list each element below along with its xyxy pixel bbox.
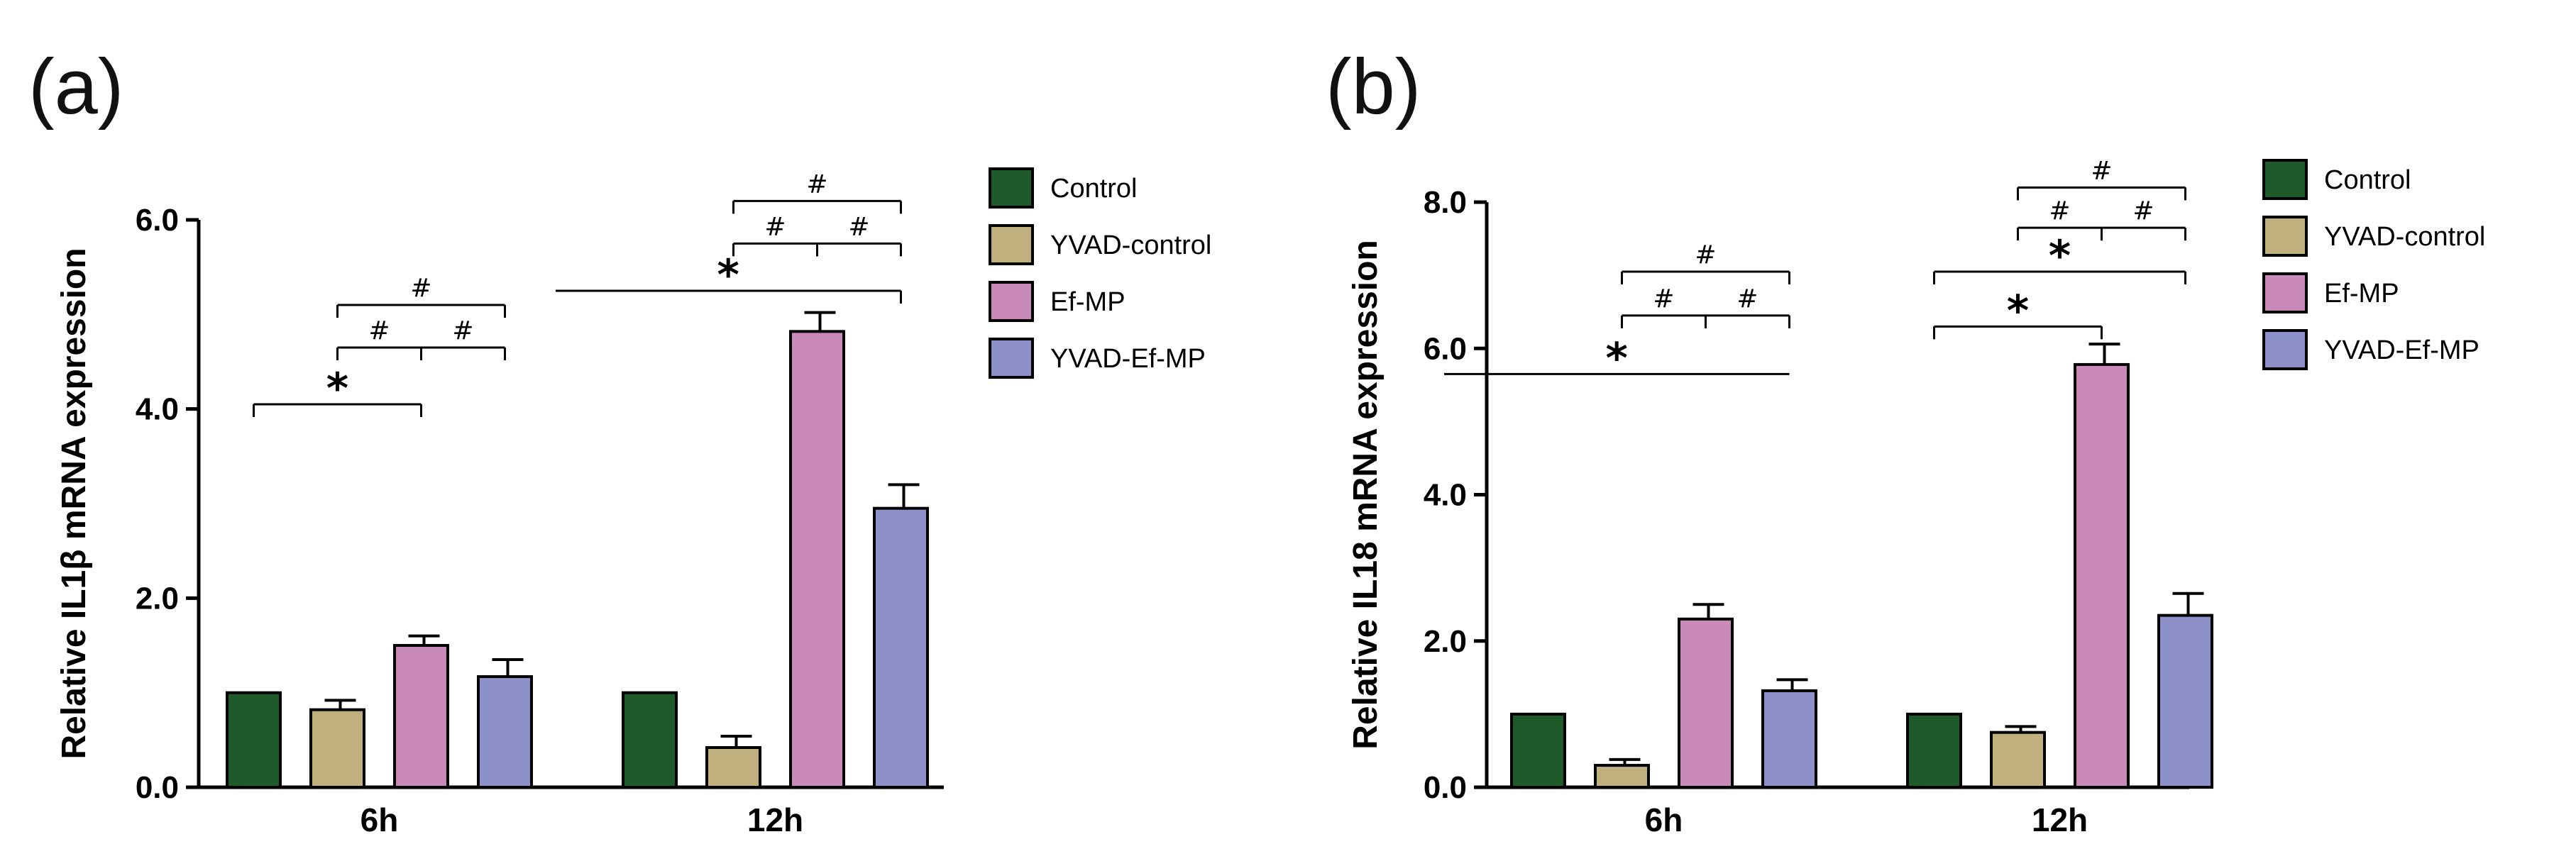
bar-yvad-ef-mp <box>477 675 533 789</box>
bar-ef-mp <box>2074 362 2130 789</box>
panel-letter: (a) <box>28 43 123 131</box>
chart-panel-b: (b) 0.0 2.0 4.0 6.0 8.0 Relative IL18 mRNA exp… <box>1326 43 2485 838</box>
legend-label: YVAD-control <box>1050 231 1211 260</box>
bar-yvad-control <box>705 746 761 789</box>
y-tick-label: 6.0 <box>1424 331 1467 366</box>
bar-control <box>622 691 678 789</box>
bar-yvad-ef-mp <box>873 506 929 789</box>
significance-star: * <box>2007 286 2029 335</box>
significance-hash: # <box>452 316 473 345</box>
legend-label: Control <box>1050 174 1138 204</box>
bar-control <box>1906 712 1962 789</box>
significance-hash: # <box>2049 196 2070 226</box>
legend-label: YVAD-Ef-MP <box>1050 344 1206 374</box>
bar-ef-mp <box>393 644 449 789</box>
x-category-label: 12h <box>2032 801 2088 838</box>
bar-yvad-ef-mp <box>1761 689 1817 789</box>
legend-swatch <box>989 338 1034 379</box>
significance-hash: # <box>2132 196 2154 226</box>
bar-ef-mp <box>1678 617 1734 789</box>
significance-star: * <box>326 364 348 413</box>
y-tick-label: 4.0 <box>1424 478 1467 513</box>
legend: Control YVAD-control Ef-MP YVAD-Ef-MP <box>2262 159 2485 370</box>
y-tick-label: 2.0 <box>1424 624 1467 659</box>
legend-label: Ef-MP <box>1050 287 1125 317</box>
y-tick-label: 0.0 <box>136 770 179 805</box>
significance-star: * <box>717 250 739 300</box>
y-axis-label: Relative IL18 mRNA expression <box>1347 240 1385 750</box>
x-category-label: 6h <box>360 801 399 838</box>
legend-label: Control <box>2324 165 2411 195</box>
bar-ef-mp <box>789 330 845 789</box>
legend-swatch <box>2262 216 2308 257</box>
legend-swatch <box>989 224 1034 265</box>
bar-control <box>226 691 282 789</box>
significance-star: * <box>1606 333 1628 383</box>
legend-swatch <box>989 281 1034 322</box>
significance-hash: # <box>806 170 827 199</box>
x-category-label: 6h <box>1645 801 1683 838</box>
legend-swatch <box>989 167 1034 209</box>
x-category-label: 12h <box>747 801 803 838</box>
legend-swatch <box>2262 272 2308 313</box>
significance-hash: # <box>1695 240 1716 270</box>
significance-hash: # <box>410 274 431 303</box>
significance-hash: # <box>1736 284 1758 313</box>
panel-letter: (b) <box>1326 43 1421 131</box>
bar-control <box>1510 712 1566 789</box>
bar-yvad-control <box>1594 764 1650 789</box>
significance-hash: # <box>368 316 390 345</box>
chart-panel-a: (a) 0.0 2.0 4.0 6.0 Relative IL1β mRNA expres… <box>28 43 1211 838</box>
y-tick-label: 0.0 <box>1424 770 1467 805</box>
bar-yvad-ef-mp <box>2157 613 2213 789</box>
bar-yvad-control <box>309 708 365 789</box>
legend: Control YVAD-control Ef-MP YVAD-Ef-MP <box>989 167 1211 379</box>
legend-label: Ef-MP <box>2324 279 2399 309</box>
legend-swatch <box>2262 329 2308 370</box>
y-tick-label: 6.0 <box>136 203 179 238</box>
legend-swatch <box>2262 159 2308 200</box>
y-tick-label: 4.0 <box>136 392 179 427</box>
significance-hash: # <box>2091 156 2112 185</box>
bar-yvad-control <box>1990 731 2046 789</box>
significance-hash: # <box>1653 284 1674 313</box>
legend-label: YVAD-control <box>2324 222 2485 252</box>
significance-hash: # <box>764 212 786 241</box>
significance-hash: # <box>848 212 869 241</box>
y-tick-label: 2.0 <box>136 581 179 616</box>
y-axis-label: Relative IL1β mRNA expression <box>55 248 93 759</box>
y-tick-label: 8.0 <box>1424 185 1467 220</box>
significance-star: * <box>2049 231 2071 281</box>
legend-label: YVAD-Ef-MP <box>2324 335 2479 365</box>
